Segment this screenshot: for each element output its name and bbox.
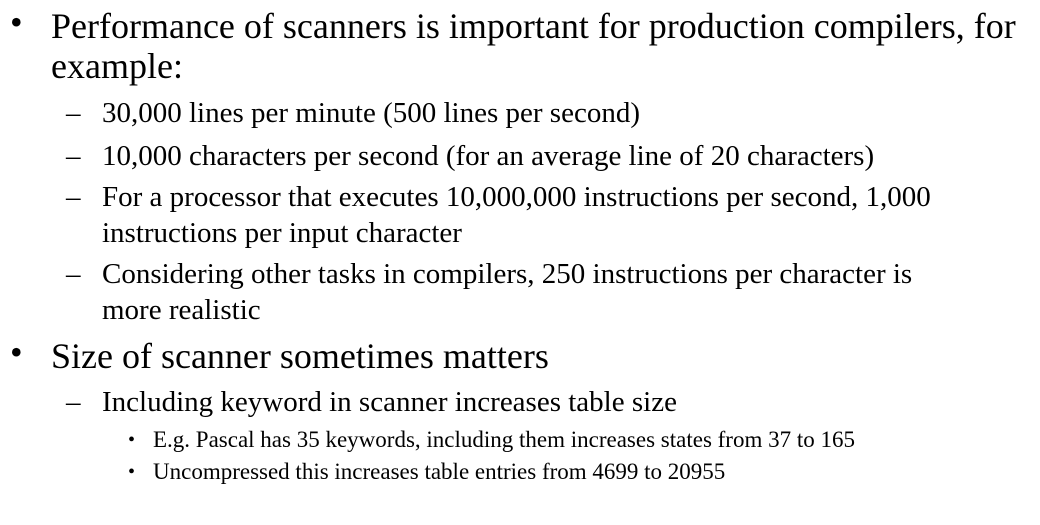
small-bullet-marker: •	[128, 429, 136, 451]
sub-bullet-text: Including keyword in scanner increases t…	[102, 386, 677, 418]
dash-marker: –	[66, 181, 81, 213]
bullet-text: Size of scanner sometimes matters	[51, 336, 549, 376]
dash-marker: –	[66, 140, 81, 172]
small-bullet-marker: •	[128, 461, 136, 483]
sub-bullet-text: 30,000 lines per minute (500 lines per s…	[102, 97, 640, 129]
sub-sub-bullet-text: E.g. Pascal has 35 keywords, including t…	[153, 427, 855, 452]
dash-marker: –	[66, 258, 81, 290]
bullet-text: Performance of scanners is important for…	[51, 6, 1025, 86]
sub-sub-bullet-text: Uncompressed this increases table entrie…	[153, 459, 726, 484]
bullet-marker: •	[10, 332, 23, 372]
sub-bullet-text: For a processor that executes 10,000,000…	[102, 181, 938, 249]
bullet-marker: •	[10, 2, 23, 42]
sub-bullet-text: Considering other tasks in compilers, 25…	[102, 258, 920, 326]
dash-marker: –	[66, 386, 81, 418]
sub-bullet-text: 10,000 characters per second (for an ave…	[102, 140, 875, 172]
dash-marker: –	[66, 97, 81, 129]
